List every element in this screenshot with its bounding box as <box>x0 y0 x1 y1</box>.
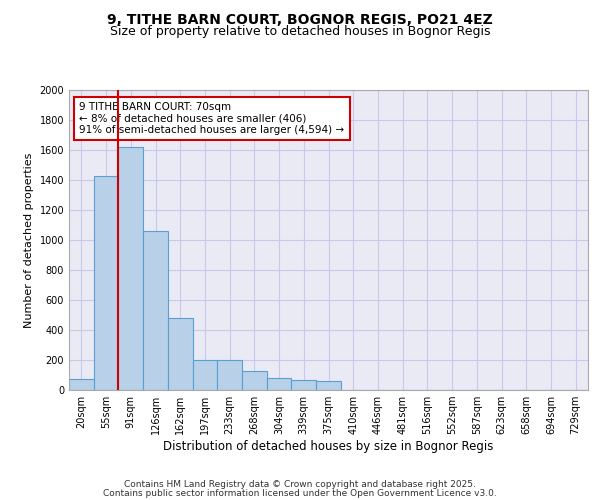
Bar <box>118 147 143 390</box>
Text: Contains public sector information licensed under the Open Government Licence v3: Contains public sector information licen… <box>103 490 497 498</box>
Bar <box>94 176 118 390</box>
Bar <box>69 379 94 390</box>
Bar <box>267 378 292 390</box>
Y-axis label: Number of detached properties: Number of detached properties <box>24 152 34 328</box>
X-axis label: Distribution of detached houses by size in Bognor Regis: Distribution of detached houses by size … <box>163 440 494 453</box>
Bar <box>168 318 193 390</box>
Text: 9, TITHE BARN COURT, BOGNOR REGIS, PO21 4EZ: 9, TITHE BARN COURT, BOGNOR REGIS, PO21 … <box>107 12 493 26</box>
Bar <box>143 231 168 390</box>
Bar <box>217 360 242 390</box>
Bar <box>242 370 267 390</box>
Text: Size of property relative to detached houses in Bognor Regis: Size of property relative to detached ho… <box>110 25 490 38</box>
Text: 9 TITHE BARN COURT: 70sqm
← 8% of detached houses are smaller (406)
91% of semi-: 9 TITHE BARN COURT: 70sqm ← 8% of detach… <box>79 102 344 135</box>
Bar <box>193 360 217 390</box>
Bar <box>292 380 316 390</box>
Bar <box>316 381 341 390</box>
Text: Contains HM Land Registry data © Crown copyright and database right 2025.: Contains HM Land Registry data © Crown c… <box>124 480 476 489</box>
